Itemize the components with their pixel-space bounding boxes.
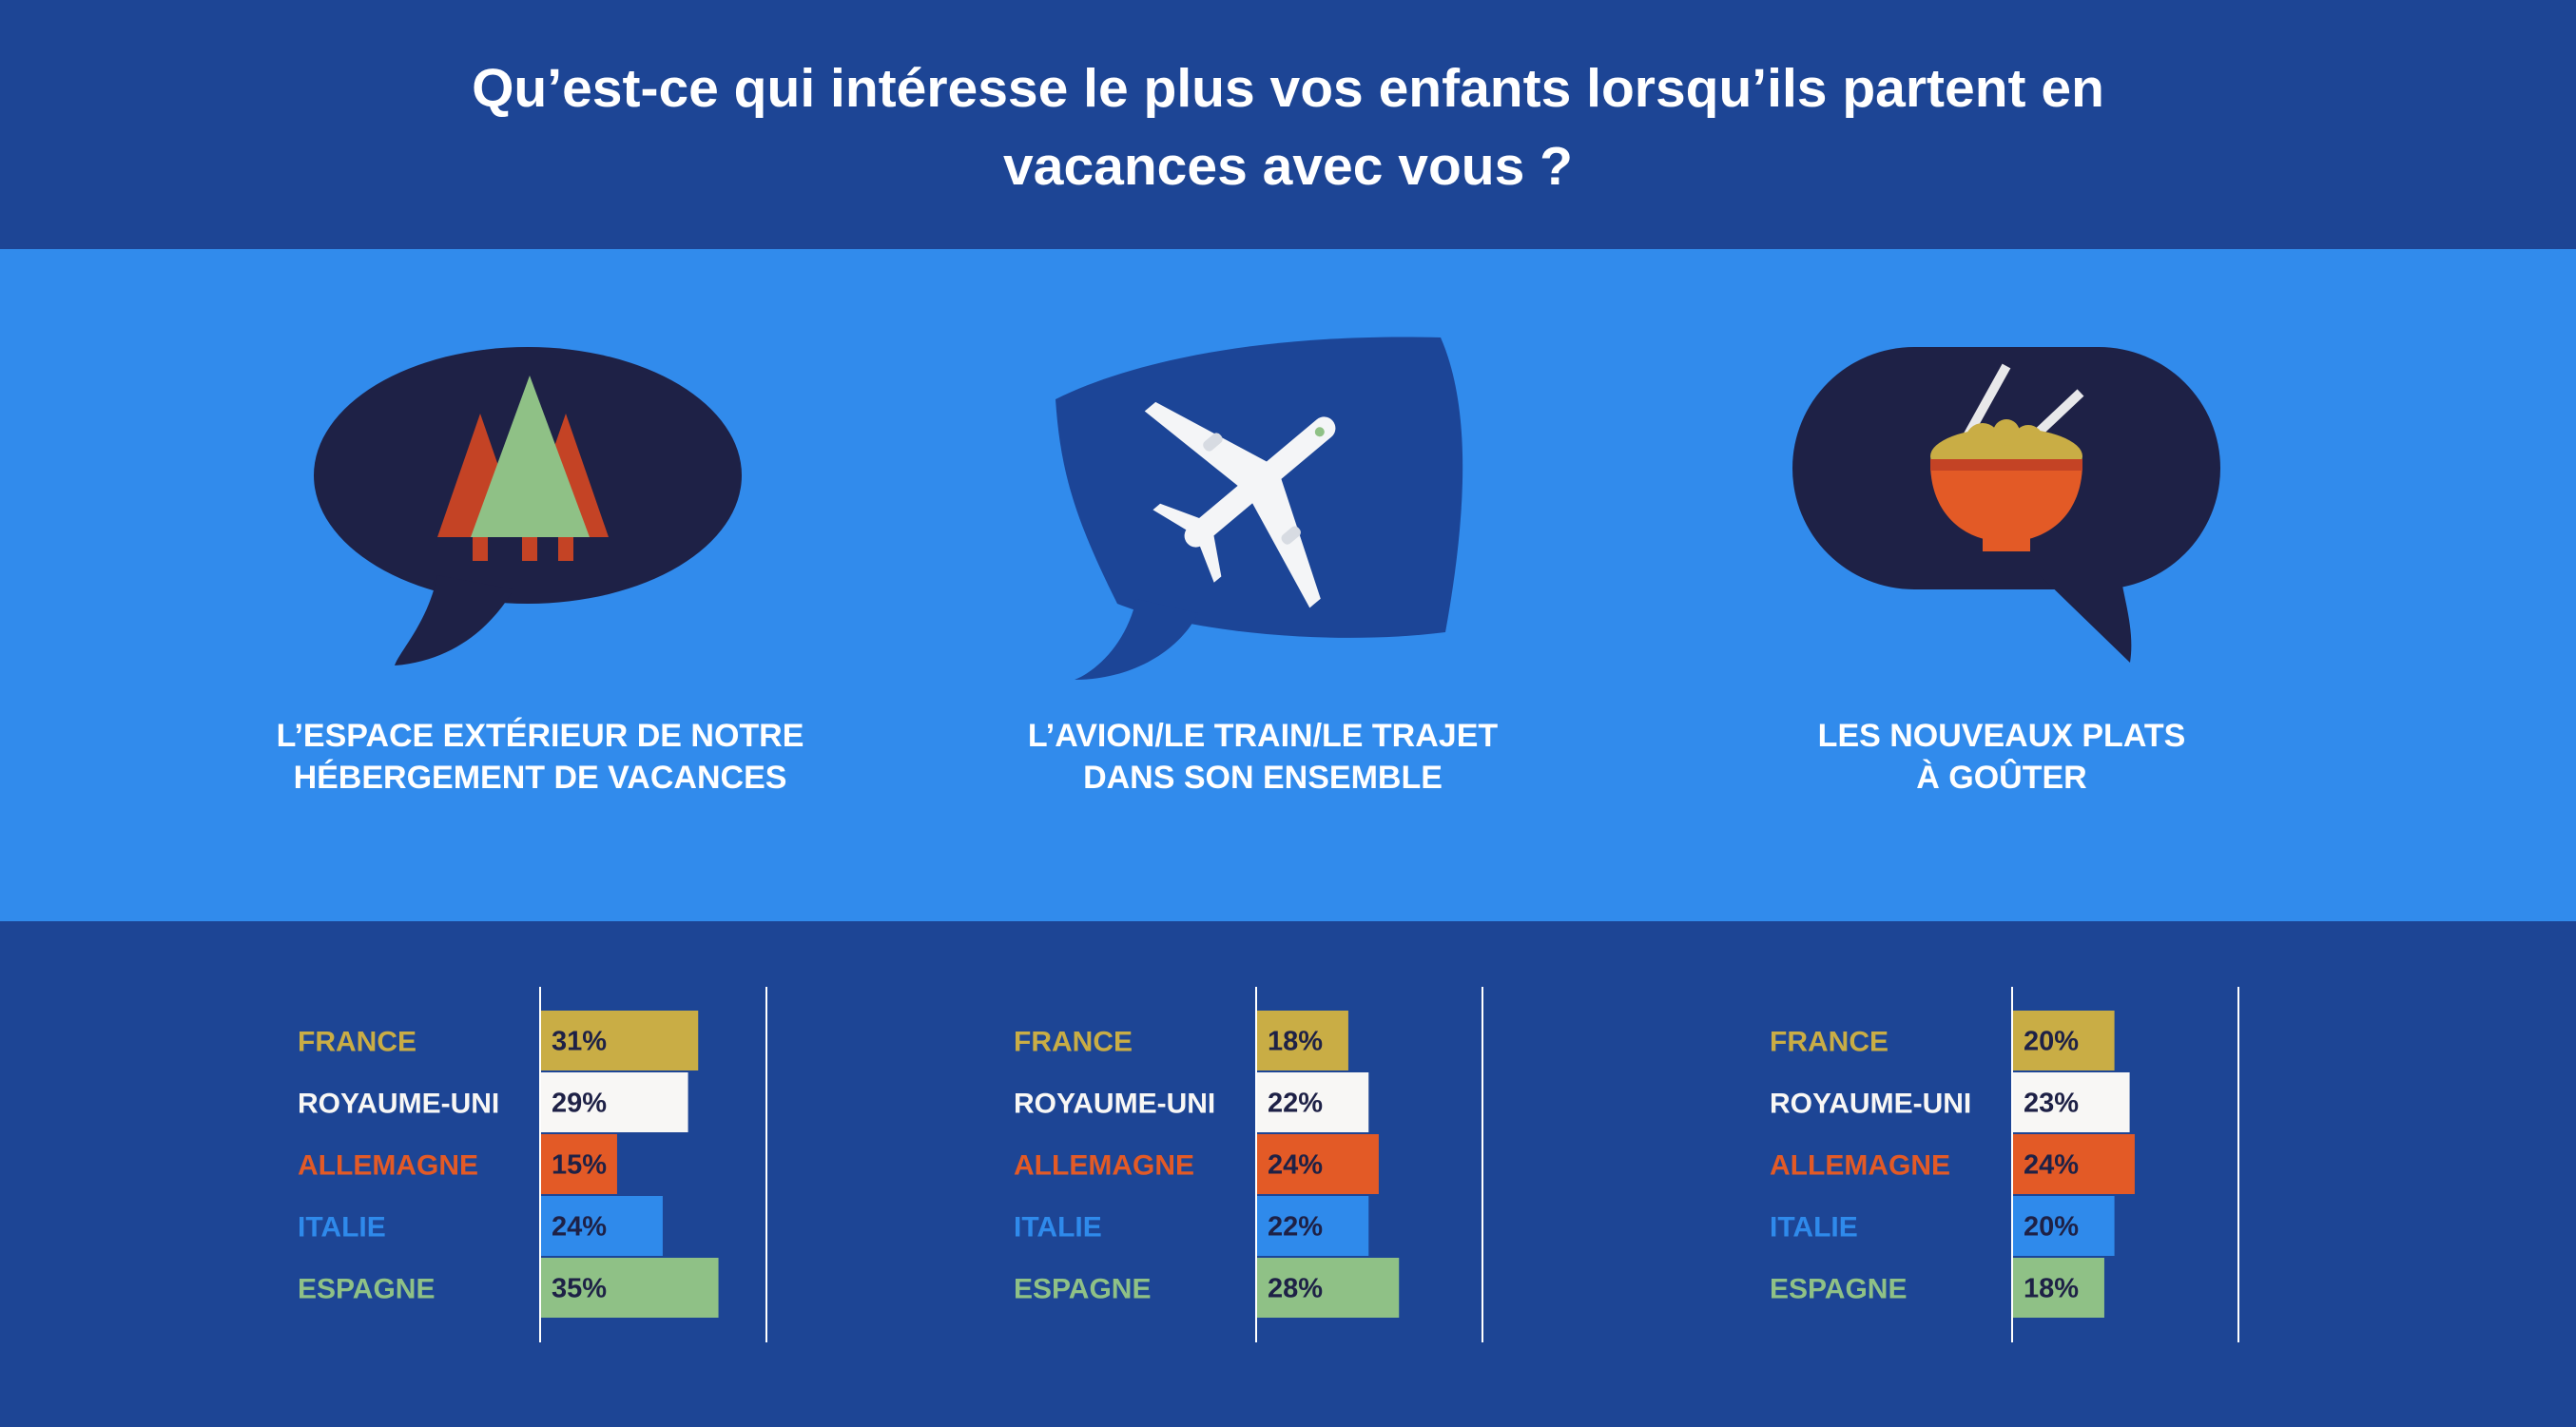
panel-1-caption: L’ESPACE EXTÉRIEUR DE NOTRE HÉBERGEMENT … [207,715,873,799]
country-label: ITALIE [1770,1212,1858,1244]
panel-2-caption: L’AVION/LE TRAIN/LE TRAJET DANS SON ENSE… [930,715,1596,799]
country-label: ITALIE [1014,1212,1102,1244]
value-label: 35% [552,1274,607,1304]
airplane-icon [1056,337,1463,680]
panel-1-caption-line-1: L’ESPACE EXTÉRIEUR DE NOTRE [276,718,804,754]
value-label: 20% [2024,1027,2079,1057]
country-label: ALLEMAGNE [298,1150,478,1182]
panel-2-caption-line-2: DANS SON ENSEMBLE [1083,760,1443,796]
bar [541,1072,688,1132]
panel-3-caption-line-2: À GOÛTER [1916,760,2087,796]
bar [541,1134,617,1194]
tree-center [471,376,590,561]
chart-2-svg: FRANCE 18% ROYAUME-UNI 22% ALLEMAGNE 24% ITALI… [1014,987,1483,1342]
country-label: ALLEMAGNE [1770,1150,1950,1182]
bar [1257,1011,1348,1070]
value-label: 15% [552,1150,607,1181]
value-label: 18% [1268,1027,1323,1057]
value-label: 31% [552,1027,607,1057]
chart-3-svg: FRANCE 20% ROYAUME-UNI 23% ALLEMAGNE 24% ITALI… [1770,987,2239,1342]
country-label: ROYAUME-UNI [1014,1089,1215,1120]
bar [1257,1258,1400,1318]
food-bowl-icon [1792,347,2220,663]
country-label: ESPAGNE [1014,1274,1151,1305]
country-label: FRANCE [298,1027,416,1058]
panel-3-caption: LES NOUVEAUX PLATS À GOÛTER [1669,715,2334,799]
bar [1257,1196,1369,1256]
page-title: Qu’est-ce qui intéresse le plus vos enfa… [0,49,2576,205]
bar [2013,1134,2135,1194]
value-label: 23% [2024,1089,2079,1119]
panel-1-caption-line-2: HÉBERGEMENT DE VACANCES [293,760,787,796]
value-label: 24% [2024,1150,2079,1181]
chart-3: FRANCE 20% ROYAUME-UNI 23% ALLEMAGNE 24% ITALI… [1767,984,2356,1345]
country-label: ESPAGNE [298,1274,435,1305]
chart-1: FRANCE 31% ROYAUME-UNI 29% ALLEMAGNE 15% ITALI… [295,984,884,1345]
chart-1-svg: FRANCE 31% ROYAUME-UNI 29% ALLEMAGNE 15% ITALI… [298,987,767,1342]
value-label: 24% [1268,1150,1323,1181]
value-label: 22% [1268,1089,1323,1119]
forest-icon [314,347,742,665]
value-label: 28% [1268,1274,1323,1304]
panel-2-caption-line-1: L’AVION/LE TRAIN/LE TRAJET [1027,718,1499,754]
bar [2013,1196,2115,1256]
country-label: ROYAUME-UNI [298,1089,499,1120]
bar [2013,1011,2115,1070]
bar [2013,1258,2104,1318]
page-title-line-2: vacances avec vous ? [1003,136,1573,197]
bar [541,1011,699,1070]
header: Qu’est-ce qui intéresse le plus vos enfa… [0,0,2576,249]
country-label: ITALIE [298,1212,386,1244]
bar [1257,1134,1379,1194]
bar [2013,1072,2130,1132]
country-label: ROYAUME-UNI [1770,1089,1971,1120]
country-label: FRANCE [1014,1027,1133,1058]
country-label: ALLEMAGNE [1014,1150,1194,1182]
bar [541,1196,663,1256]
value-label: 20% [2024,1212,2079,1243]
page-title-line-1: Qu’est-ce qui intéresse le plus vos enfa… [472,58,2104,119]
value-label: 29% [552,1089,607,1119]
value-label: 18% [2024,1274,2079,1304]
chart-2: FRANCE 18% ROYAUME-UNI 22% ALLEMAGNE 24% ITALI… [1011,984,1600,1345]
country-label: ESPAGNE [1770,1274,1907,1305]
value-label: 24% [552,1212,607,1243]
value-label: 22% [1268,1212,1323,1243]
bar [1257,1072,1369,1132]
country-label: FRANCE [1770,1027,1888,1058]
bar [541,1258,719,1318]
panel-3-caption-line-1: LES NOUVEAUX PLATS [1817,718,2186,754]
